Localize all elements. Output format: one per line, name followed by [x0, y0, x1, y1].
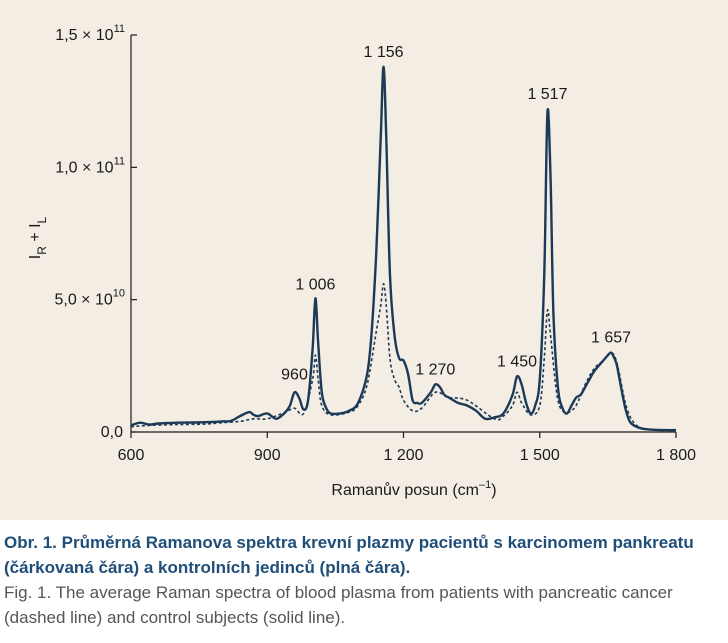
- y-tick-label: 1,0 × 1011: [55, 155, 125, 176]
- chart-axes: 600 900 1 200 1 500 1 800 0,0 5,0 × 1010 1,0 × …: [54, 23, 696, 464]
- caption-english: Fig. 1. The average Raman spectra of blo…: [4, 583, 673, 627]
- peak-label: 1 270: [415, 361, 455, 378]
- y-tick-label: 1,5 × 1011: [55, 23, 125, 44]
- caption-czech: Obr. 1. Průměrná Ramanova spektra krevní…: [4, 533, 694, 577]
- x-tick-label: 900: [254, 447, 281, 464]
- x-tick-label: 1 500: [520, 447, 560, 464]
- raman-spectrum-chart: 600 900 1 200 1 500 1 800 0,0 5,0 × 1010 1,0 × …: [27, 23, 696, 499]
- x-axis-title: Ramanův posun (cm–1): [331, 479, 496, 499]
- series-line-controls: [130, 65, 677, 432]
- x-tick-label: 1 800: [656, 447, 696, 464]
- series-line-patients: [130, 283, 677, 431]
- peak-label: 1 156: [363, 44, 403, 61]
- x-tick-label: 1 200: [383, 447, 423, 464]
- peak-label: 960: [281, 367, 308, 384]
- x-tick-label: 600: [118, 447, 145, 464]
- y-axis-title: IR + IL: [27, 216, 49, 259]
- peak-labels: 960 1 006 1 156 1 270 1 450 1 517 1 657: [281, 44, 631, 384]
- peak-label: 1 517: [527, 86, 567, 103]
- y-tick-label: 0,0: [101, 424, 123, 441]
- y-tick-label: 5,0 × 1010: [54, 288, 125, 309]
- peak-label: 1 006: [295, 277, 335, 294]
- peak-label: 1 657: [591, 330, 631, 347]
- figure-panel: [0, 0, 728, 520]
- figure-caption: Obr. 1. Průměrná Ramanova spektra krevní…: [4, 530, 724, 630]
- peak-label: 1 450: [497, 353, 537, 370]
- series-layer: [130, 65, 677, 432]
